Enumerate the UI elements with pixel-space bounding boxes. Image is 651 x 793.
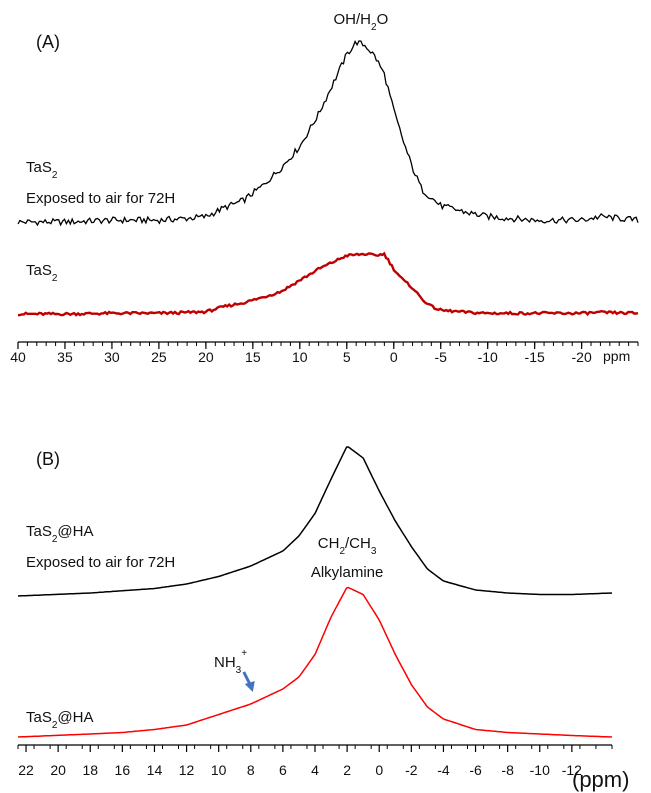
x-tick-label: 18 [82, 762, 98, 778]
panel-b-peak-annotation: CH2/CH3 Alkylamine [311, 535, 384, 581]
x-tick-label: 20 [198, 349, 214, 365]
x-tick-label: 16 [115, 762, 131, 778]
panel-a-label: (A) [36, 32, 60, 52]
x-axis-unit-b: (ppm) [572, 767, 629, 792]
x-tick-label: 14 [147, 762, 163, 778]
x-tick-label: 35 [57, 349, 73, 365]
x-tick-label: -20 [572, 349, 592, 365]
x-tick-label: -8 [501, 762, 514, 778]
x-axis-a: 40 35 30 25 20 15 10 5 0 -5 -10 -15 -20 [10, 341, 639, 365]
x-tick-label: 25 [151, 349, 167, 365]
x-tick-label: 5 [343, 349, 351, 365]
x-tick-label: -6 [469, 762, 482, 778]
x-tick-label: -5 [435, 349, 448, 365]
x-tick-label: -12 [562, 762, 582, 778]
series-label-b2: TaS2@HA [26, 709, 94, 731]
nh3-annotation: NH3+ [214, 648, 255, 692]
x-axis-b: 22 20 18 16 14 12 10 8 6 4 2 0 -2 -4 -6 -8 -10 -12 [17, 744, 613, 778]
series-label-a2: TaS2 [26, 262, 58, 284]
peak-label-alkylamine: Alkylamine [311, 564, 384, 581]
x-tick-label: 8 [247, 762, 255, 778]
peak-label-ch2-ch3: CH2/CH3 [318, 535, 377, 557]
x-tick-label: 22 [18, 762, 34, 778]
series-line-a2 [17, 251, 639, 317]
series-label-b1-line2: Exposed to air for 72H [26, 554, 175, 571]
series-line-b2 [17, 586, 613, 738]
panel-a-peak-annotation: OH/H2O [334, 11, 389, 33]
x-tick-label: 20 [50, 762, 66, 778]
series-label-a1-line2: Exposed to air for 72H [26, 190, 175, 207]
nh3-label: NH3+ [214, 648, 247, 676]
x-tick-label: -10 [530, 762, 550, 778]
peak-label-oh-h2o: OH/H2O [334, 11, 389, 33]
x-tick-label: 10 [211, 762, 227, 778]
x-tick-label: -15 [525, 349, 545, 365]
x-tick-label: 0 [375, 762, 383, 778]
series-line-a1 [17, 40, 639, 227]
x-tick-label: -4 [437, 762, 450, 778]
x-tick-label: -10 [478, 349, 498, 365]
series-label-b1: TaS2@HA [26, 523, 94, 545]
x-tick-label: 30 [104, 349, 120, 365]
x-tick-label: -2 [405, 762, 418, 778]
series-line-b1 [17, 446, 613, 597]
x-tick-label: 2 [343, 762, 351, 778]
panel-a: (A) OH/H2O TaS2 Exposed to air for 72H T… [10, 11, 639, 365]
panel-b: (B) TaS2@HA Exposed to air for 72H CH2/C… [17, 446, 629, 792]
x-tick-label: 15 [245, 349, 261, 365]
x-tick-label: 40 [10, 349, 26, 365]
panel-b-label: (B) [36, 449, 60, 469]
x-tick-label: 12 [179, 762, 195, 778]
series-label-a1: TaS2 [26, 159, 58, 181]
x-tick-label: 10 [292, 349, 308, 365]
x-tick-label: 0 [390, 349, 398, 365]
nh3-arrowhead [244, 681, 255, 692]
x-axis-unit-a: ppm [603, 348, 630, 364]
x-tick-label: 4 [311, 762, 319, 778]
x-tick-label: 6 [279, 762, 287, 778]
